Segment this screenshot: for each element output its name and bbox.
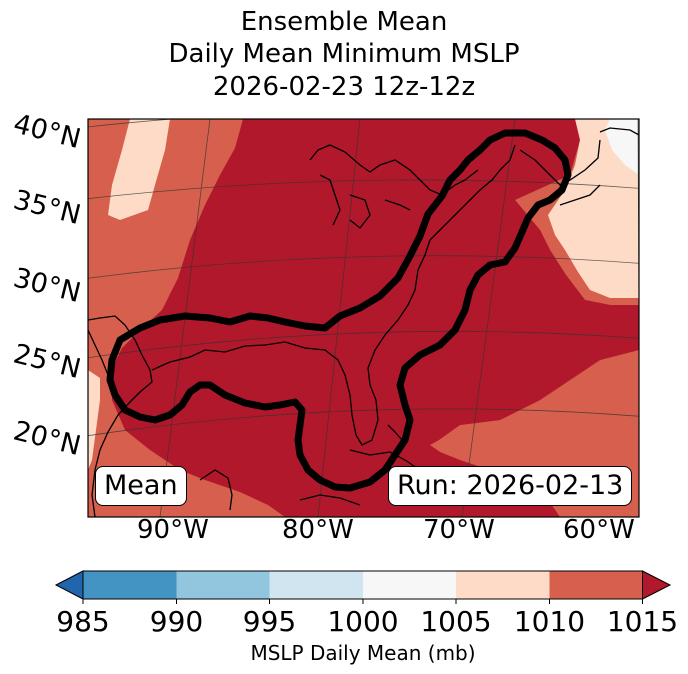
pressure-field-1010-1015-west xyxy=(88,119,285,517)
title-line-1: Ensemble Mean xyxy=(240,7,448,37)
lon-label-90w: 90°W xyxy=(137,515,209,545)
colorbar-tick-1005: 1005 xyxy=(420,605,492,638)
colorbar-segment-1005-1010 xyxy=(456,571,550,599)
colorbar-tick-985: 985 xyxy=(56,605,110,638)
colorbar-tick-1000: 1000 xyxy=(327,605,399,638)
colorbar-extend-low xyxy=(54,570,84,600)
pressure-field-1000-1005-northeast xyxy=(605,119,639,175)
title-line-2: Daily Mean Minimum MSLP xyxy=(168,39,520,69)
run-date-label-box: Run: 2026-02-13 xyxy=(388,466,633,506)
pressure-field-1010-1015-east-fix xyxy=(410,200,639,445)
lon-label-60w: 60°W xyxy=(563,515,635,545)
pressure-field-1005-1010-southwest xyxy=(88,370,100,470)
pressure-field-1005-1010-east xyxy=(548,119,639,298)
colorbar-tick-995: 995 xyxy=(242,605,297,638)
colorbar-label: MSLP Daily Mean (mb) xyxy=(250,641,476,665)
colorbar-segment-990-995 xyxy=(176,571,270,599)
colorbar-segment-995-1000 xyxy=(269,571,363,599)
colorbar-segment-1010-1015 xyxy=(549,571,643,599)
colorbar-segment-985-990 xyxy=(83,571,177,599)
lon-label-70w: 70°W xyxy=(423,515,495,545)
mean-label-box: Mean xyxy=(95,466,187,506)
colorbar-extend-high xyxy=(642,570,672,600)
title-line-3: 2026-02-23 12z-12z xyxy=(212,72,476,102)
colorbar-tick-1015: 1015 xyxy=(606,605,679,638)
colorbar-tick-990: 990 xyxy=(149,605,204,638)
colorbar-segment-1000-1005 xyxy=(363,571,456,599)
colorbar-tick-1010: 1010 xyxy=(513,605,586,638)
graticule xyxy=(88,119,639,517)
contour-thick-outline xyxy=(106,129,572,492)
lon-label-80w: 80°W xyxy=(282,515,354,545)
